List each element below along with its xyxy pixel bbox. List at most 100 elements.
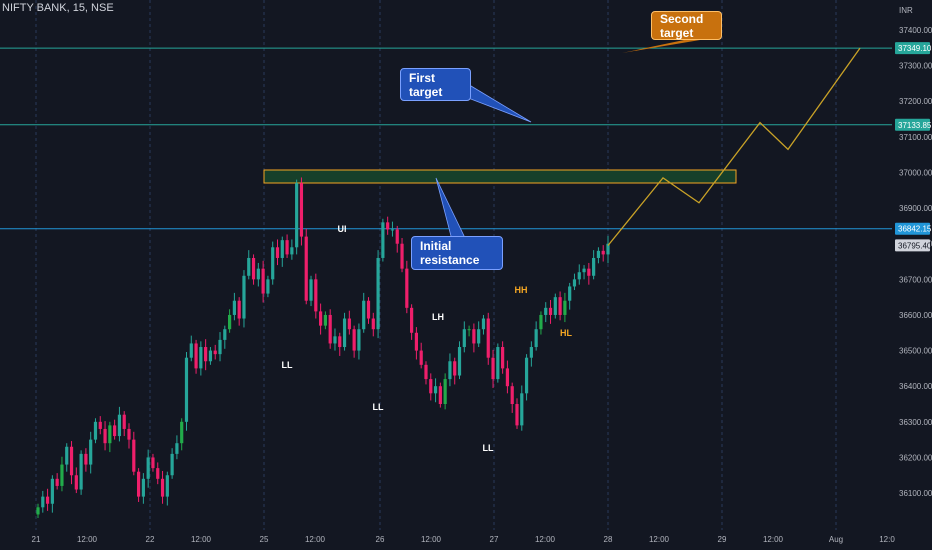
candle [529, 341, 533, 367]
candle [582, 265, 586, 280]
candle-body [577, 272, 581, 280]
candle-body [371, 318, 375, 330]
candle-body [113, 425, 117, 437]
swing-label: LH [432, 312, 444, 322]
candle-body [529, 347, 533, 358]
candle [213, 344, 217, 360]
candle [122, 411, 126, 437]
candle-body [285, 240, 289, 255]
first-target-callout[interactable]: First target [400, 68, 471, 101]
candle-body [486, 318, 490, 358]
time-tick-label: 12:00 [421, 535, 442, 544]
candle-body [275, 247, 280, 258]
candle [443, 373, 447, 410]
candle-body [309, 279, 313, 301]
candle-body [170, 453, 174, 476]
candle [132, 431, 136, 476]
candle-body [60, 464, 64, 486]
candle [218, 332, 222, 362]
candle-body [55, 478, 59, 486]
candle-body [79, 453, 83, 490]
candle-body [242, 275, 246, 319]
candle-body [366, 300, 371, 319]
candle [151, 453, 155, 472]
time-tick-label: 12:00 [649, 535, 670, 544]
candle [414, 327, 419, 360]
candle [280, 236, 284, 267]
candle [146, 449, 150, 488]
candle [208, 347, 213, 365]
candle [539, 311, 543, 335]
projection-path [607, 47, 861, 246]
swing-labels: LL UI LL LH LL HH HL [282, 224, 573, 453]
candle-body [338, 336, 342, 348]
candle [587, 262, 591, 285]
candle-body [606, 243, 610, 255]
projection-zigzag [607, 47, 861, 246]
time-tick-label: Aug [829, 535, 843, 544]
candle [304, 228, 308, 305]
candle-body [319, 311, 323, 326]
candle-body [146, 457, 150, 479]
candle-body [65, 446, 69, 465]
time-tick-label: 26 [376, 535, 385, 544]
candle-body [156, 468, 160, 479]
candle [510, 382, 514, 413]
price-badge [895, 42, 930, 55]
candle-body [472, 329, 476, 344]
candle-body [237, 300, 241, 319]
candle [501, 341, 505, 374]
candle-body [266, 279, 270, 294]
candle-body [261, 268, 265, 294]
candle-body [405, 268, 409, 308]
candle [548, 299, 553, 324]
candle-body [84, 453, 88, 465]
candle [491, 349, 495, 388]
candle-body [481, 318, 486, 330]
second-target-callout[interactable]: Second target [651, 11, 722, 40]
candle-body [333, 336, 337, 344]
candle-body [448, 361, 452, 380]
candle [524, 354, 529, 401]
candle-body [247, 257, 251, 276]
price-badge-label: 36842.15 [898, 225, 932, 234]
callout-pointers [435, 40, 700, 241]
price-tick-label: 37400.00 [899, 26, 932, 35]
candle [515, 398, 519, 429]
candle [199, 341, 203, 376]
candle [194, 339, 198, 374]
candle-body [515, 404, 519, 426]
candle [175, 435, 179, 460]
resistance-zone [263, 169, 737, 184]
candle-body [424, 364, 428, 380]
time-tick-label: 21 [32, 535, 41, 544]
candle [347, 310, 351, 335]
candle [98, 416, 102, 435]
candle-body [232, 300, 236, 315]
price-tick-label: 36100.00 [899, 489, 932, 498]
candle-body [45, 496, 50, 504]
candle [103, 421, 107, 451]
time-tick-label: 28 [604, 535, 613, 544]
candle-body [395, 229, 399, 244]
price-tick-label: 36700.00 [899, 275, 932, 284]
time-tick-label: 12:00 [535, 535, 556, 544]
candle [314, 273, 318, 319]
price-axis-currency: INR [899, 6, 913, 15]
candle [36, 503, 40, 518]
candle [572, 273, 577, 291]
candle [309, 275, 313, 307]
candle [237, 297, 241, 326]
candle-body [328, 314, 332, 344]
candle-body [127, 428, 131, 440]
candle [553, 293, 557, 319]
candle [438, 382, 442, 408]
candle-body [596, 250, 601, 258]
candle-body [323, 314, 327, 326]
swing-label: LL [282, 360, 293, 370]
candle-body [429, 379, 433, 394]
chart-title: NIFTY BANK, 15, NSE [2, 2, 114, 14]
initial-resistance-callout[interactable]: Initial resistance [411, 236, 503, 270]
candle [60, 456, 64, 492]
candle [577, 264, 581, 285]
